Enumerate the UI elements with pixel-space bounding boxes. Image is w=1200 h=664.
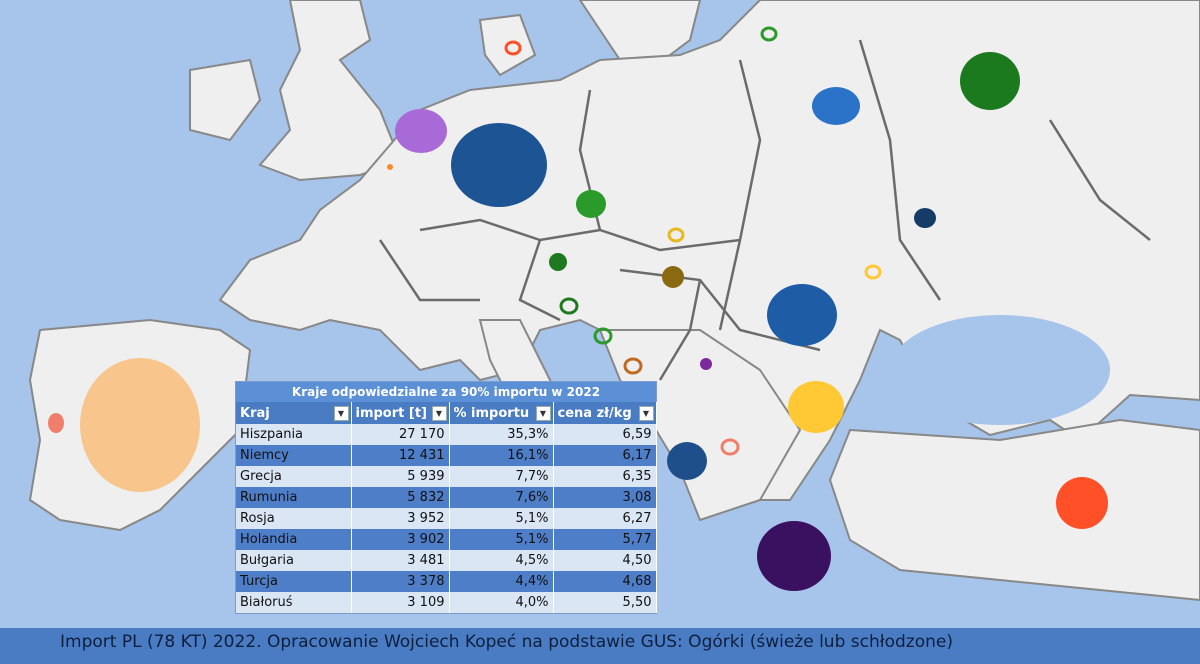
cell-cena: 3,08 xyxy=(553,487,657,508)
ring-denmark xyxy=(504,40,522,56)
cell-kraj: Białoruś xyxy=(236,592,352,613)
cell-kraj: Rumunia xyxy=(236,487,352,508)
import-bubbles xyxy=(48,26,1108,591)
filter-dropdown-icon[interactable]: ▼ xyxy=(431,406,447,421)
header-procent[interactable]: % importu ▼ xyxy=(449,402,554,424)
table-header-row: Kraj ▼ import [t] ▼ % importu ▼ cena zł/kg ▼ xyxy=(236,402,657,424)
header-cena[interactable]: cena zł/kg ▼ xyxy=(553,402,657,424)
europe-map xyxy=(28,0,1200,602)
cell-import: 3 378 xyxy=(351,571,450,592)
table-row: Holandia 3 902 5,1% 5,77 xyxy=(236,529,657,550)
table-row: Turcja 3 378 4,4% 4,68 xyxy=(236,571,657,592)
cell-import: 3 952 xyxy=(351,508,450,529)
cell-import: 3 481 xyxy=(351,550,450,571)
bubble-spain xyxy=(80,358,200,492)
cell-procent: 7,6% xyxy=(449,487,554,508)
cell-procent: 4,0% xyxy=(449,592,554,613)
header-import[interactable]: import [t] ▼ xyxy=(351,402,450,424)
cell-cena: 5,77 xyxy=(553,529,657,550)
bubble-ukraine xyxy=(914,208,936,228)
cell-cena: 4,68 xyxy=(553,571,657,592)
table-row: Rosja 3 952 5,1% 6,27 xyxy=(236,508,657,529)
cell-kraj: Hiszpania xyxy=(236,424,352,445)
header-kraj[interactable]: Kraj ▼ xyxy=(236,402,352,424)
filter-dropdown-icon[interactable]: ▼ xyxy=(638,406,654,421)
table-title: Kraje odpowiedzialne za 90% importu w 20… xyxy=(236,382,656,402)
bubble-belarus xyxy=(812,87,860,125)
cell-cena: 4,50 xyxy=(553,550,657,571)
bubble-czechia xyxy=(576,190,606,218)
black-sea xyxy=(890,315,1110,425)
bubble-germany xyxy=(451,123,547,207)
cell-kraj: Rosja xyxy=(236,508,352,529)
cell-import: 3 902 xyxy=(351,529,450,550)
ring-bosnia xyxy=(623,357,643,375)
bubble-greece xyxy=(757,521,831,591)
filter-dropdown-icon[interactable]: ▼ xyxy=(535,406,551,421)
ring-slovakia xyxy=(667,227,685,243)
ring-slovenia xyxy=(559,297,579,315)
bubble-bulgaria xyxy=(788,381,844,433)
cell-kraj: Holandia xyxy=(236,529,352,550)
land-turkey xyxy=(828,418,1200,602)
bubble-netherlands xyxy=(395,109,447,153)
bubble-france-small xyxy=(387,164,393,170)
ring-croatia xyxy=(593,327,613,345)
ring-macedonia xyxy=(720,438,740,456)
cell-procent: 16,1% xyxy=(449,445,554,466)
cell-import: 3 109 xyxy=(351,592,450,613)
cell-import: 27 170 xyxy=(351,424,450,445)
cell-procent: 4,5% xyxy=(449,550,554,571)
bubble-hungary xyxy=(662,266,684,288)
cell-import: 5 939 xyxy=(351,466,450,487)
footer-caption: Import PL (78 KT) 2022. Opracowanie Wojc… xyxy=(0,628,1200,664)
cell-import: 5 832 xyxy=(351,487,450,508)
bubble-serbia xyxy=(700,358,712,370)
cell-procent: 4,4% xyxy=(449,571,554,592)
cell-cena: 6,27 xyxy=(553,508,657,529)
land-britain xyxy=(258,0,402,182)
table-row: Białoruś 3 109 4,0% 5,50 xyxy=(236,592,657,613)
table-row: Grecja 5 939 7,7% 6,35 xyxy=(236,466,657,487)
bubble-albania xyxy=(667,442,707,480)
cell-procent: 35,3% xyxy=(449,424,554,445)
table-row: Rumunia 5 832 7,6% 3,08 xyxy=(236,487,657,508)
land-ireland xyxy=(189,58,262,142)
table-row: Niemcy 12 431 16,1% 6,17 xyxy=(236,445,657,466)
bubble-turkey xyxy=(1056,477,1108,529)
bubble-austria xyxy=(549,253,567,271)
cell-cena: 6,17 xyxy=(553,445,657,466)
import-table: Kraje odpowiedzialne za 90% importu w 20… xyxy=(235,381,657,614)
ring-moldova xyxy=(864,264,882,280)
ring-lithuania xyxy=(760,26,778,42)
cell-cena: 5,50 xyxy=(553,592,657,613)
cell-procent: 7,7% xyxy=(449,466,554,487)
bubble-russia xyxy=(960,52,1020,110)
cell-kraj: Turcja xyxy=(236,571,352,592)
cell-kraj: Grecja xyxy=(236,466,352,487)
table-row: Bułgaria 3 481 4,5% 4,50 xyxy=(236,550,657,571)
bubble-portugal xyxy=(48,413,64,433)
cell-cena: 6,35 xyxy=(553,466,657,487)
cell-kraj: Bułgaria xyxy=(236,550,352,571)
cell-procent: 5,1% xyxy=(449,508,554,529)
filter-dropdown-icon[interactable]: ▼ xyxy=(333,406,349,421)
cell-procent: 5,1% xyxy=(449,529,554,550)
cell-kraj: Niemcy xyxy=(236,445,352,466)
cell-import: 12 431 xyxy=(351,445,450,466)
data-table: Kraj ▼ import [t] ▼ % importu ▼ cena zł/kg ▼… xyxy=(236,402,657,613)
cell-cena: 6,59 xyxy=(553,424,657,445)
table-row: Hiszpania 27 170 35,3% 6,59 xyxy=(236,424,657,445)
bubble-romania xyxy=(767,284,837,346)
